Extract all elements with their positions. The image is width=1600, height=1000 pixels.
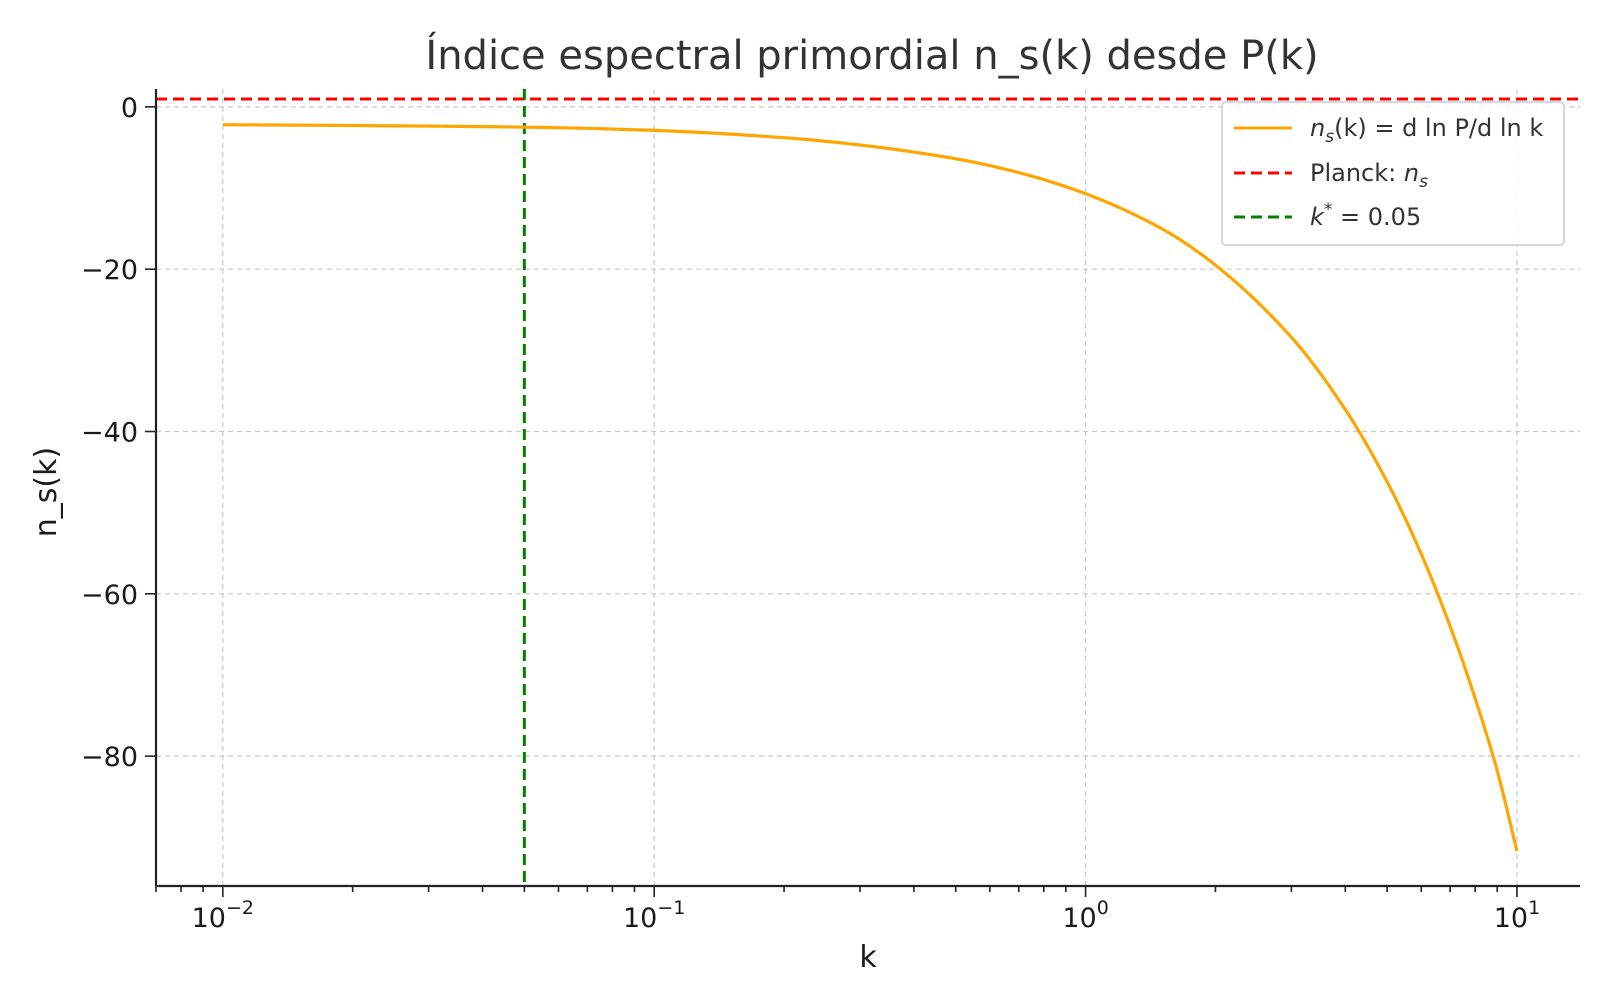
x-tick-label-3: 101 [1494, 897, 1540, 934]
x-tick-label-0: 10−2 [192, 897, 254, 934]
y-axis-label: n_s(k) [29, 447, 64, 537]
chart-title: Índice espectral primordial n_s(k) desde… [425, 31, 1318, 79]
series-line-ns [222, 123, 1519, 852]
x-tick-label-2: 100 [1062, 897, 1108, 934]
legend-box [1221, 101, 1565, 246]
x-axis-label: k [859, 940, 877, 975]
plot-area [156, 89, 1580, 886]
y-tick-label-3: −60 [81, 580, 138, 611]
legend-label-ns: ns(k) = d ln P/d ln k [1310, 114, 1543, 147]
y-tick-label-0: 0 [121, 93, 138, 124]
legend-label-planck: Planck: ns [1310, 159, 1428, 192]
x-tick-label-1: 10−1 [623, 897, 685, 934]
grid-lines [156, 89, 1580, 886]
y-tick-label-2: −40 [81, 417, 138, 448]
y-tick-label-1: −20 [81, 255, 138, 286]
y-tick-label-4: −80 [81, 742, 138, 773]
legend-label-kstar: k* = 0.05 [1310, 200, 1421, 231]
legend: ns(k) = d ln P/d ln k Planck: ns k* = 0.… [1221, 101, 1565, 246]
axis-ticks: 10−2 10−1 100 101 0 −20 −40 −60 −80 [81, 93, 1540, 934]
axis-spines [154, 89, 1580, 888]
